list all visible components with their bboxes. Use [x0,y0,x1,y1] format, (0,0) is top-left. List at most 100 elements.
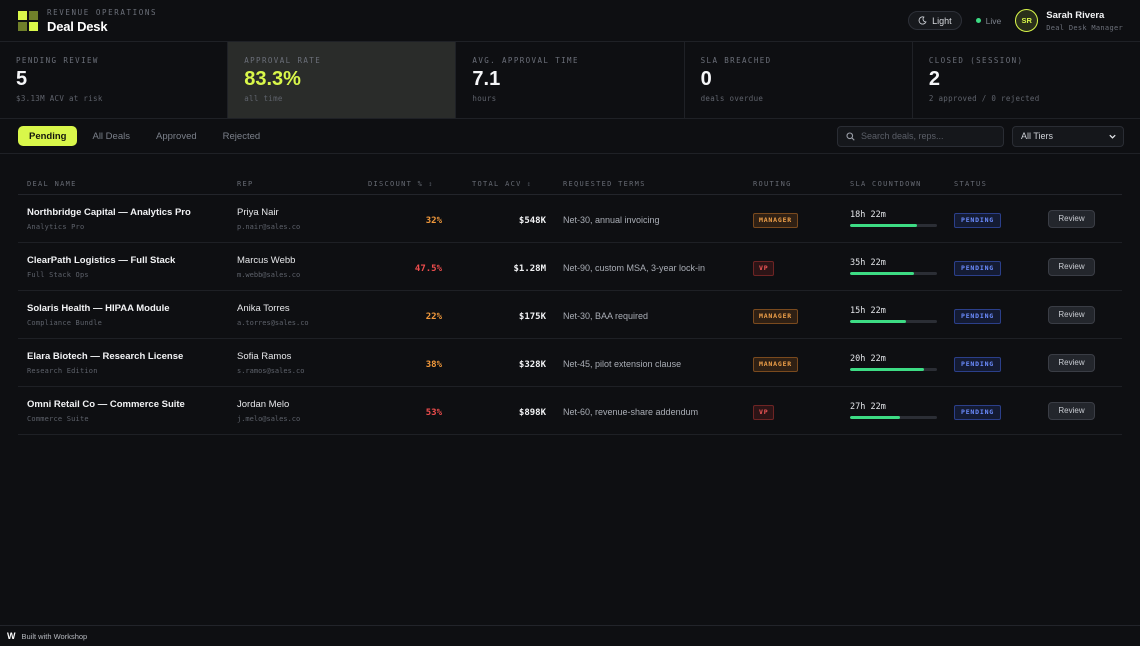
kpi-strip: PENDING REVIEW 5 $3.13M ACV at risk APPR… [0,42,1140,119]
kpi-label: CLOSED (SESSION) [928,56,1024,65]
column-header-discount[interactable]: DISCOUNT % ↕ [332,180,448,188]
sla-progress-bar [850,368,937,371]
search-box [837,125,1004,147]
acv-value: $1.28M [513,263,546,274]
tab-rejected[interactable]: Rejected [222,130,261,142]
avatar: SR [1015,9,1039,32]
sla-countdown: 27h 22m [850,402,886,412]
kpi-label: AVG. APPROVAL TIME [472,56,579,65]
theme-toggle-label: Light [932,15,952,26]
status-badge: PENDING [954,213,1001,228]
footer-text[interactable]: Built with Workshop [21,631,88,641]
requested-terms: Net-30, BAA required [563,310,649,321]
discount-value: 32% [425,215,442,226]
kpi-label: PENDING REVIEW [16,56,99,65]
routing-badge: VP [753,261,775,276]
theme-toggle-button[interactable]: Light [908,11,962,30]
kpi-label: APPROVAL RATE [244,56,322,65]
kpi-avg-approval-time: AVG. APPROVAL TIME 7.1 hours [456,42,685,118]
sla-countdown: 18h 22m [850,210,886,220]
rep-name: Jordan Melo [237,398,290,410]
tab-approved[interactable]: Approved [155,130,197,142]
kpi-value: 2 [928,68,940,90]
live-label: Live [985,15,1002,26]
column-header-acv-label: TOTAL ACV [472,180,522,188]
rep-email: j.melo@sales.co [237,414,301,423]
moon-icon [918,16,927,25]
kpi-value: 5 [16,68,28,90]
review-button[interactable]: Review [1048,305,1095,324]
kpi-value: 0 [700,68,712,90]
rep-name: Anika Torres [237,302,290,314]
rep-email: a.torres@sales.co [237,318,309,327]
kpi-closed-session: CLOSED (SESSION) 2 2 approved / 0 reject… [913,42,1140,118]
deal-product: Full Stack Ops [27,270,89,279]
search-input[interactable] [861,131,991,141]
discount-value: 22% [425,311,442,322]
deal-name: Solaris Health — HIPAA Module [27,302,170,314]
review-button[interactable]: Review [1048,257,1095,276]
column-header-rep[interactable]: REP [237,180,254,188]
tier-select[interactable]: All Tiers [1012,125,1124,147]
sla-progress-bar [850,272,937,275]
table-row[interactable]: Northbridge Capital — Analytics Pro Anal… [18,195,1122,243]
user-name: Sarah Rivera [1046,9,1105,21]
review-button[interactable]: Review [1048,401,1095,420]
column-header-routing: ROUTING [753,180,792,188]
deal-product: Commerce Suite [27,414,89,423]
footer: W Built with Workshop [0,625,1140,646]
status-badge: PENDING [954,309,1001,324]
tab-pending[interactable]: Pending [18,126,78,146]
table-row[interactable]: Omni Retail Co — Commerce Suite Commerce… [18,387,1122,435]
sla-progress-fill [850,272,915,275]
review-button[interactable]: Review [1048,209,1095,228]
acv-value: $328K [518,359,546,370]
user-role: Deal Desk Manager [1046,23,1123,32]
sla-progress-fill [850,416,900,419]
acv-value: $548K [518,215,546,226]
sla-progress-bar [850,320,937,323]
column-header-sla: SLA COUNTDOWN [850,180,922,188]
acv-value: $175K [518,311,546,322]
deal-name: ClearPath Logistics — Full Stack [27,254,176,266]
status-badge: PENDING [954,405,1001,420]
column-header-acv[interactable]: TOTAL ACV ↕ [448,180,552,188]
table-row[interactable]: Elara Biotech — Research License Researc… [18,339,1122,387]
search-icon [846,131,855,141]
sla-progress-fill [850,368,924,371]
sla-countdown: 15h 22m [850,306,886,316]
live-dot-icon [975,18,981,23]
sla-countdown: 20h 22m [850,354,886,364]
app-logo-icon [18,10,38,31]
table-row[interactable]: ClearPath Logistics — Full Stack Full St… [18,243,1122,291]
deal-name: Omni Retail Co — Commerce Suite [27,398,185,410]
requested-terms: Net-90, custom MSA, 3-year lock-in [563,262,706,273]
review-button[interactable]: Review [1048,353,1095,372]
workshop-logo-icon: W [7,631,16,641]
rep-name: Marcus Webb [237,254,296,266]
sort-icon: ↕ [526,180,533,188]
kpi-sub: all time [244,94,283,103]
status-badge: PENDING [954,357,1001,372]
routing-badge: MANAGER [753,357,798,372]
kpi-sla-breached: SLA BREACHED 0 deals overdue [685,42,913,118]
deal-name: Northbridge Capital — Analytics Pro [27,206,191,218]
brand: REVENUE OPERATIONS Deal Desk [18,8,157,34]
user-profile[interactable]: SR Sarah Rivera Deal Desk Manager [1015,9,1123,32]
app-header: REVENUE OPERATIONS Deal Desk Light Live … [0,0,1140,42]
rep-email: p.nair@sales.co [237,222,301,231]
tab-all-deals[interactable]: All Deals [92,130,130,142]
discount-value: 38% [425,359,442,370]
requested-terms: Net-45, pilot extension clause [563,358,682,369]
routing-badge: MANAGER [753,213,798,228]
sla-progress-fill [850,320,906,323]
column-header-deal[interactable]: DEAL NAME [27,180,77,188]
routing-badge: VP [753,405,775,420]
kpi-sub: 2 approved / 0 rejected [928,94,1040,103]
table-row[interactable]: Solaris Health — HIPAA Module Compliance… [18,291,1122,339]
sla-progress-fill [850,224,917,227]
column-header-discount-label: DISCOUNT % [368,180,424,188]
app-eyebrow: REVENUE OPERATIONS [47,7,158,17]
toolbar: Pending All Deals Approved Rejected All … [0,119,1140,154]
column-header-status: STATUS [954,180,988,188]
